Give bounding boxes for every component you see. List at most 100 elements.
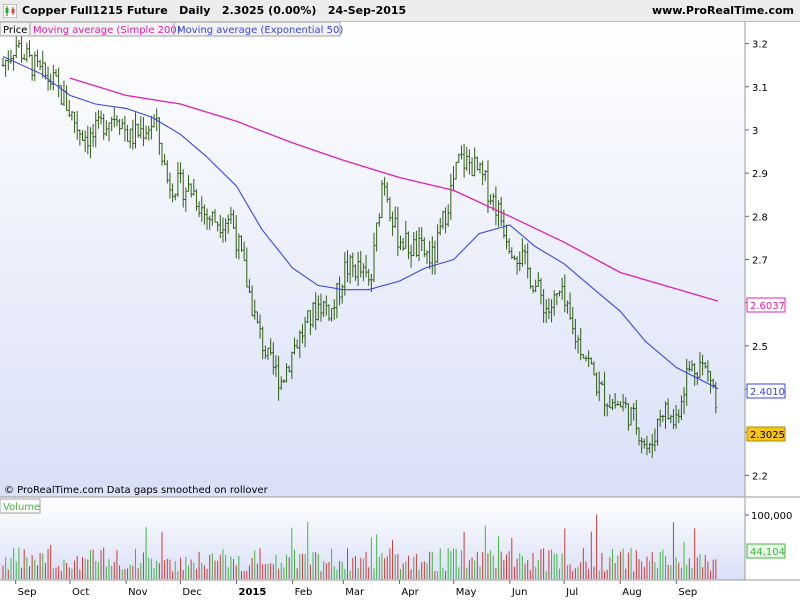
price-bar [460,145,463,160]
price-bar [412,231,416,257]
price-bar [261,326,264,360]
price-bar [698,352,702,378]
price-bar [213,208,217,223]
price-bar [309,310,312,335]
chart-area[interactable]: 2.22.32.42.52.62.72.82.933.13.2 Price Mo… [0,22,800,600]
price-bar [269,338,272,356]
price-bar [428,240,431,270]
price-bar [603,371,606,417]
price-bar [404,220,408,249]
price-bar [237,233,241,260]
price-bar [158,117,161,155]
price-bar [378,213,381,227]
price-bar [160,142,164,166]
price-bar [192,178,196,196]
price-bar [295,339,299,349]
price-bar [81,130,84,141]
price-bar [558,290,561,297]
price-bar [325,295,328,316]
price-bar [666,398,670,420]
price-bar [648,442,651,454]
price-bar [272,342,275,375]
price-bar [531,285,535,294]
price-bar [396,206,400,256]
price-bar [452,166,455,192]
price-bar [706,360,710,382]
price-bar [680,395,683,421]
x-tick-label: Apr [401,587,419,598]
price-bar [399,235,402,250]
price-bar [120,118,124,130]
price-bar [99,110,103,125]
volume-badge-text: 44,104 [750,547,785,558]
price-bar [497,200,500,227]
price-bar [544,299,548,324]
price-bar [645,435,649,456]
price-bar [658,409,662,427]
x-tick-label: Aug [622,587,642,598]
price-bar [354,264,357,281]
price-bar [621,393,625,412]
price-bar [486,160,490,214]
sma200-badge-text: 2.6037 [750,301,785,312]
price-bar [285,363,288,383]
sma200-line [69,77,719,302]
price-bar [478,162,482,174]
price-bar [73,111,76,133]
price-bar [118,118,121,135]
price-bar [274,355,278,378]
price-bar [128,128,132,149]
price-bar [484,170,487,181]
price-bar [113,107,116,128]
x-tick-label: Jul [565,587,578,598]
price-bar [203,204,206,225]
price-bar [441,210,445,230]
price-bar [91,124,95,147]
price-bar [332,299,336,320]
price-bar [279,376,283,390]
price-bar [600,380,604,386]
price-bar [417,227,421,262]
price-bar [481,160,484,186]
price-bar [425,250,429,264]
price-bar [661,414,665,422]
price-bar [560,278,564,300]
price-bar [14,33,18,58]
price-bar [9,49,13,64]
price-bar [83,130,87,153]
price-bar [57,67,60,98]
price-bar [499,196,503,226]
price-tick-label: 3 [752,126,758,137]
price-bar [184,187,188,212]
price-bar [521,238,524,267]
price-bar [248,279,251,294]
brand-link[interactable]: www.ProRealTime.com [651,4,794,17]
price-bar [322,300,325,318]
price-bar [102,113,105,140]
price-bar [105,120,108,137]
price-bar [547,298,551,320]
price-bar [502,209,506,239]
price-bar [330,307,333,322]
price-bar [449,173,453,220]
price-bar [126,124,129,142]
price-bar [317,295,320,321]
price-bar [640,437,643,454]
price-bar [542,289,545,323]
price-bar [383,176,386,196]
price-bar [131,119,135,150]
price-bar [52,64,55,91]
price-bar [293,337,296,355]
price-bar [367,268,370,286]
price-bar [436,224,439,263]
price-bar [38,59,42,71]
price-bar [385,182,389,203]
x-tick-label: 2015 [239,587,267,598]
price-bar [608,394,612,409]
price-bar [643,438,646,449]
price-bar [240,235,243,252]
price-bar [54,69,58,77]
candlestick-chart-icon [3,4,17,18]
price-bar [507,238,511,254]
legend-box [0,22,341,37]
